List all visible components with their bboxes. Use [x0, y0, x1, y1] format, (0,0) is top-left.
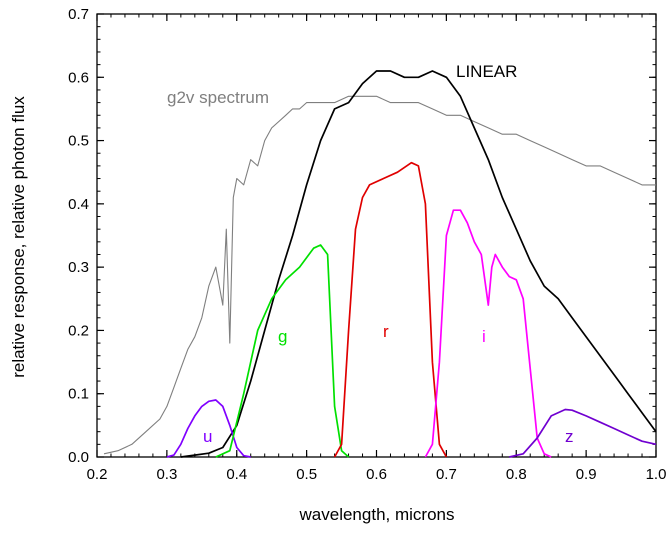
series-line-i [424, 209, 552, 458]
y-axis-label: relative response, relative photon flux [9, 96, 28, 378]
series-line-u [166, 399, 251, 458]
g-band-label: g [278, 327, 287, 346]
x-tick-label: 0.4 [226, 466, 247, 483]
y-tick-label: 0.2 [68, 322, 89, 339]
series-line-z [509, 408, 657, 458]
y-tick-label: 0.0 [68, 449, 89, 466]
series-line-linear [180, 70, 657, 458]
y-tick-label: 0.5 [68, 133, 89, 150]
series-layer [103, 70, 657, 458]
y-tick-label: 0.6 [68, 69, 89, 86]
x-tick-label: 0.8 [506, 466, 527, 483]
i-band-label: i [482, 327, 486, 346]
x-tick-label: 0.5 [296, 466, 317, 483]
linear-label: LINEAR [456, 62, 517, 81]
axes: 0.2 0.3 0.4 0.5 0.6 0.7 0.8 0.9 1.0 0.0 0.1 0.2 0.3 0… [68, 6, 666, 483]
series-line-g2v-spectrum [103, 95, 656, 455]
y-tick-label: 0.7 [68, 6, 89, 23]
series-labels: g2v spectrum LINEAR u g r i z [167, 62, 574, 446]
x-tick-label: 0.7 [436, 466, 457, 483]
y-tick-label: 0.1 [68, 386, 89, 403]
series-line-r [333, 161, 448, 458]
x-tick-label: 0.3 [156, 466, 177, 483]
x-tick-label: 1.0 [646, 466, 667, 483]
r-band-label: r [383, 322, 389, 341]
y-tick-label: 0.4 [68, 196, 89, 213]
x-tick-label: 0.6 [366, 466, 387, 483]
g2v-spectrum-label: g2v spectrum [167, 88, 269, 107]
x-axis-label: wavelength, microns [299, 505, 455, 524]
series-line-g [215, 244, 350, 458]
plot-frame [96, 13, 657, 458]
z-band-label: z [565, 427, 574, 446]
y-tick-label: 0.3 [68, 259, 89, 276]
u-band-label: u [203, 427, 212, 446]
x-tick-label: 0.2 [87, 466, 108, 483]
x-tick-label: 0.9 [576, 466, 597, 483]
